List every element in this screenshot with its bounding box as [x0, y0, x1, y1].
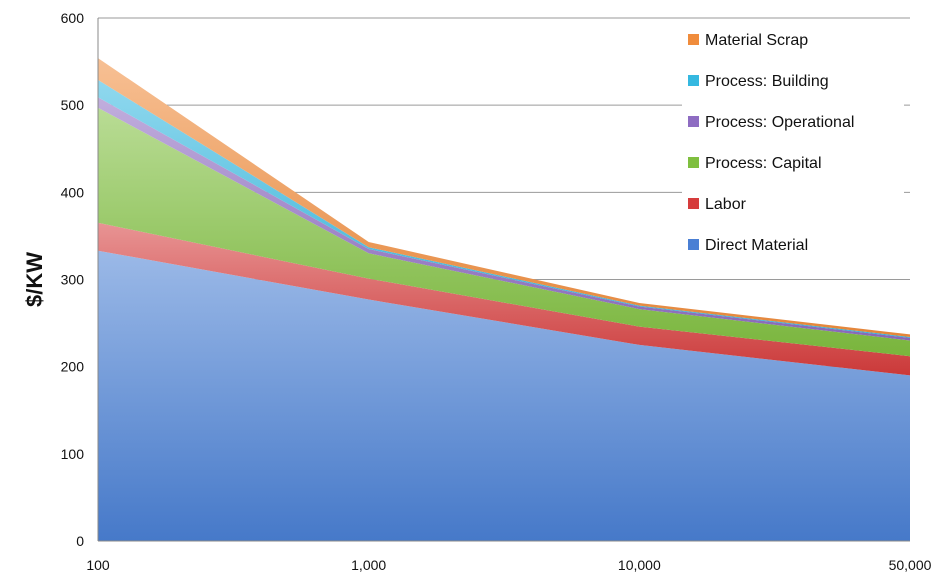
- x-tick-label: 1,000: [351, 557, 386, 573]
- area-series: [98, 58, 910, 541]
- y-tick-label: 200: [61, 359, 85, 375]
- legend-swatch: [688, 116, 699, 127]
- legend-label: Process: Capital: [705, 155, 822, 172]
- y-tick-label: 100: [61, 446, 85, 462]
- y-tick-label: 300: [61, 272, 85, 288]
- area-labor: [98, 222, 910, 376]
- area-process-capital: [98, 107, 910, 357]
- y-tick-label: 400: [61, 184, 85, 200]
- y-tick-label: 500: [61, 97, 85, 113]
- x-tick-label: 10,000: [618, 557, 661, 573]
- legend-swatch: [688, 34, 699, 45]
- legend-background: [682, 24, 904, 274]
- legend-label: Material Scrap: [705, 32, 808, 49]
- legend: Material Scrap Process: Building Process: …: [682, 24, 904, 274]
- legend-swatch: [688, 198, 699, 209]
- y-axis-label: $/KW: [22, 252, 47, 307]
- x-tick-label: 100: [86, 557, 110, 573]
- legend-swatch: [688, 157, 699, 168]
- legend-label: Process: Building: [705, 73, 829, 90]
- legend-swatch: [688, 239, 699, 250]
- x-tick-label: 50,000: [889, 557, 932, 573]
- legend-swatch: [688, 75, 699, 86]
- y-tick-label: 0: [76, 533, 84, 549]
- legend-label: Process: Operational: [705, 114, 854, 131]
- legend-label: Direct Material: [705, 237, 808, 254]
- legend-label: Labor: [705, 196, 747, 213]
- area-direct-material: [98, 250, 910, 541]
- y-tick-label: 600: [61, 10, 85, 26]
